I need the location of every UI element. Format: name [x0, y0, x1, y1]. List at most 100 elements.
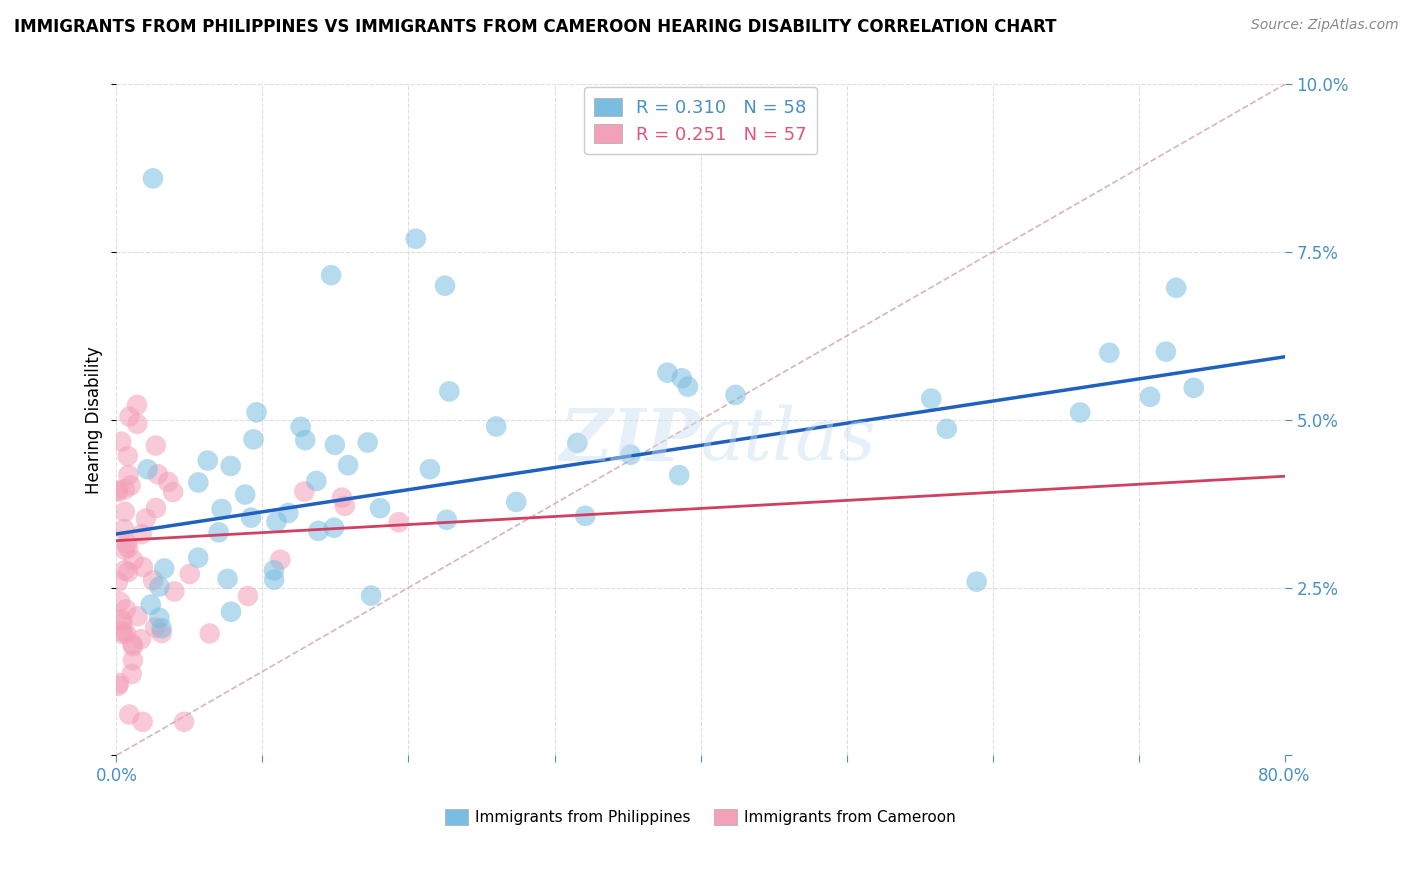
Point [153, 561, 176, 575]
Point [111, 624, 134, 639]
Point [207, 525, 229, 540]
Point [323, 521, 346, 535]
Point [114, 542, 136, 557]
Point [148, 580, 170, 594]
Point [219, 605, 242, 619]
Point [139, 598, 162, 612]
Text: ZIP: ZIP [560, 404, 700, 475]
Point [112, 522, 135, 536]
Point [121, 637, 143, 651]
Point [292, 484, 315, 499]
Point [305, 474, 328, 488]
Point [277, 506, 299, 520]
Point [120, 478, 142, 492]
Point [668, 468, 690, 483]
Point [187, 475, 209, 490]
Legend: Immigrants from Philippines, Immigrants from Cameroon: Immigrants from Philippines, Immigrants … [439, 803, 962, 831]
Point [150, 621, 173, 635]
Point [333, 499, 356, 513]
Point [117, 468, 139, 483]
Point [108, 595, 131, 609]
Point [145, 500, 167, 515]
Point [240, 510, 263, 524]
Point [920, 392, 942, 406]
Point [197, 453, 219, 467]
Point [173, 714, 195, 729]
Point [118, 409, 141, 424]
Point [179, 566, 201, 581]
Point [1069, 405, 1091, 419]
Point [146, 467, 169, 482]
Point [118, 707, 141, 722]
Point [107, 483, 129, 497]
Point [131, 714, 153, 729]
Point [131, 527, 153, 541]
Text: Source: ZipAtlas.com: Source: ZipAtlas.com [1251, 18, 1399, 32]
Point [162, 485, 184, 500]
Point [388, 515, 411, 529]
Point [143, 621, 166, 635]
Point [269, 552, 291, 566]
Point [574, 508, 596, 523]
Point [266, 515, 288, 529]
Point [135, 511, 157, 525]
Point [114, 563, 136, 577]
Point [110, 434, 132, 449]
Point [107, 679, 129, 693]
Point [1098, 346, 1121, 360]
Point [127, 609, 149, 624]
Text: atlas: atlas [700, 405, 876, 475]
Point [439, 384, 461, 399]
Point [150, 626, 173, 640]
Point [966, 574, 988, 589]
Point [107, 574, 129, 589]
Point [657, 366, 679, 380]
Point [122, 553, 145, 567]
Point [236, 589, 259, 603]
Point [263, 573, 285, 587]
Point [111, 627, 134, 641]
Point [233, 487, 256, 501]
Point [136, 462, 159, 476]
Point [129, 632, 152, 647]
Point [357, 435, 380, 450]
Point [115, 602, 138, 616]
Point [117, 541, 139, 555]
Point [117, 565, 139, 579]
Point [935, 422, 957, 436]
Point [330, 491, 353, 505]
Point [294, 433, 316, 447]
Point [198, 626, 221, 640]
Point [187, 550, 209, 565]
Point [307, 524, 329, 538]
Point [505, 495, 527, 509]
Point [1182, 381, 1205, 395]
Point [115, 536, 138, 550]
Y-axis label: Hearing Disability: Hearing Disability [86, 346, 103, 494]
Point [163, 584, 186, 599]
Point [117, 449, 139, 463]
Point [121, 653, 143, 667]
Point [1166, 281, 1188, 295]
Point [368, 501, 391, 516]
Point [122, 639, 145, 653]
Point [323, 438, 346, 452]
Point [263, 563, 285, 577]
Point [142, 574, 165, 588]
Point [321, 268, 343, 282]
Point [405, 232, 427, 246]
Point [211, 502, 233, 516]
Point [436, 513, 458, 527]
Point [114, 483, 136, 497]
Point [219, 458, 242, 473]
Point [217, 572, 239, 586]
Point [671, 371, 693, 385]
Point [114, 505, 136, 519]
Point [337, 458, 360, 473]
Point [434, 278, 457, 293]
Point [1154, 344, 1177, 359]
Point [290, 420, 312, 434]
Point [724, 388, 747, 402]
Point [111, 612, 134, 626]
Point [127, 417, 149, 431]
